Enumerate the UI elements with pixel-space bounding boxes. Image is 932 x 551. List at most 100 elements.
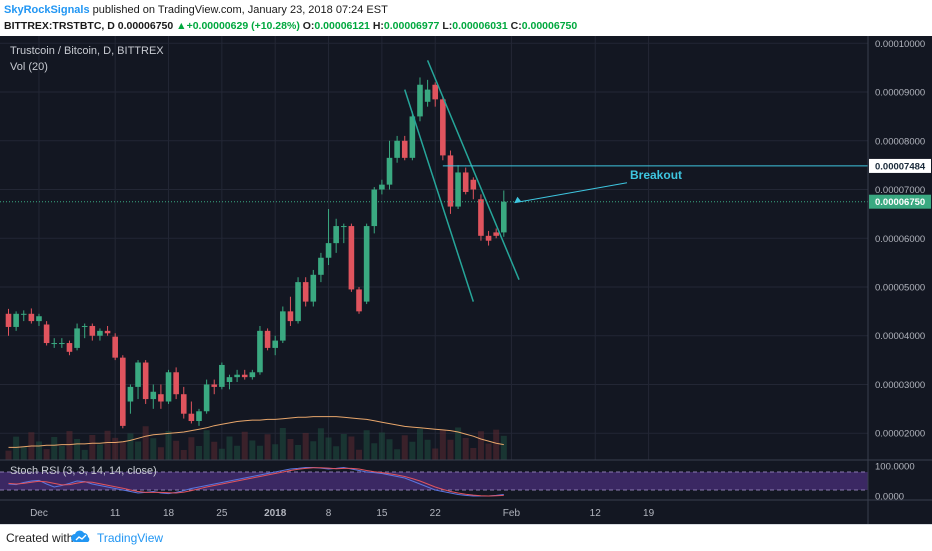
- stoch-rsi-band: [0, 472, 868, 490]
- volume-bar: [51, 437, 58, 460]
- time-tick-label: 25: [216, 508, 228, 519]
- candle-body: [97, 330, 103, 336]
- stoch-rsi-k-line: [8, 466, 504, 497]
- volume-bar: [439, 430, 446, 460]
- high-value: 0.00006977: [383, 20, 440, 32]
- last-price-badge-label: 0.00006750: [875, 197, 925, 208]
- breakout-arrow: [514, 182, 628, 204]
- candle-body: [59, 343, 65, 345]
- stoch-rsi-pane: Stoch RSI (3, 3, 14, 14, close): [0, 459, 932, 500]
- volume-bar: [104, 430, 111, 460]
- candle-body: [51, 343, 58, 345]
- candle-body: [5, 313, 12, 327]
- volume-bar: [386, 439, 393, 460]
- close-label: C:: [510, 20, 522, 32]
- time-tick-label: Dec: [30, 508, 48, 519]
- volume-bar: [371, 443, 378, 460]
- volume-bar: [264, 434, 271, 460]
- volume-bar: [188, 437, 195, 460]
- candle-body: [249, 372, 256, 378]
- candle-body: [135, 362, 141, 387]
- volume-bar: [58, 446, 65, 460]
- volume-bar: [401, 435, 408, 460]
- volume-ma-line: [8, 416, 504, 448]
- open-value: 0.00006121: [314, 20, 370, 32]
- candle-body: [493, 232, 499, 236]
- candle-body: [226, 377, 233, 383]
- tradingview-cloud-icon[interactable]: [70, 530, 92, 544]
- volume-bar: [203, 430, 210, 460]
- channel-line: [426, 60, 520, 280]
- tradingview-link[interactable]: TradingView: [97, 531, 164, 545]
- candle-body: [318, 257, 324, 275]
- time-tick-label: 2018: [264, 508, 287, 519]
- candle-body: [20, 313, 27, 315]
- volume-bar: [5, 450, 12, 460]
- candle-body: [234, 374, 240, 378]
- volume-bar: [333, 446, 340, 460]
- time-tick-label: 18: [163, 508, 175, 519]
- volume-label: Vol (20): [10, 61, 48, 73]
- up-arrow-icon: ▲: [176, 20, 187, 32]
- candle-body: [203, 384, 210, 412]
- close-value: 0.00006750: [521, 20, 578, 32]
- breakout-arrow-head: [514, 196, 522, 203]
- candle-body: [257, 330, 263, 373]
- volume-bar: [356, 449, 363, 460]
- volume-bar: [81, 449, 88, 460]
- volume-bar: [279, 428, 286, 460]
- volume-bar: [89, 435, 96, 460]
- candle-body: [340, 226, 347, 228]
- volume-bar: [310, 441, 317, 460]
- candle-body: [485, 235, 492, 241]
- footer: Created with TradingView: [0, 524, 932, 551]
- candle-body: [470, 179, 477, 190]
- volume-bar: [234, 445, 241, 460]
- volume-bar: [462, 438, 469, 460]
- stoch-rsi-tick-label: 0.0000: [875, 492, 904, 503]
- candle-body: [165, 372, 172, 402]
- candle-body: [325, 243, 332, 258]
- price-tick-label: 0.00004000: [875, 331, 925, 342]
- candle-body: [241, 374, 248, 378]
- volume-bar: [416, 428, 423, 460]
- symbol-line: BITTREX:TRSTBTC, D 0.00006750 ▲+0.000006…: [4, 20, 577, 32]
- resistance-price-badge: [869, 158, 931, 173]
- volume-bar: [35, 441, 42, 460]
- candle-body: [386, 157, 393, 185]
- axes: 0.00010000 0.00009000 0.00008000 0.00007000…: [0, 36, 932, 524]
- created-with-text: Created with: [6, 531, 74, 545]
- candle-body: [127, 386, 134, 402]
- publish-info: published on TradingView.com, January 23…: [92, 4, 388, 16]
- candle-body: [89, 325, 96, 336]
- candle-body: [112, 336, 118, 358]
- candle-body: [501, 201, 507, 233]
- candle-body: [310, 274, 317, 302]
- candle-body: [211, 384, 218, 387]
- volume-bar: [112, 437, 119, 460]
- candle-body: [379, 184, 385, 190]
- candle-body: [424, 89, 431, 102]
- candle-body: [188, 413, 195, 422]
- price-axis-background: [868, 36, 932, 524]
- price-chart[interactable]: Breakout Stoch RSI (3, 3, 14, 14, close)…: [0, 36, 932, 524]
- volume-bar: [173, 440, 180, 460]
- volume-bar: [455, 427, 462, 460]
- volume-pane: [5, 416, 507, 460]
- low-label: L:: [442, 20, 453, 32]
- volume-bar: [20, 447, 27, 460]
- price-tick-label: 0.00010000: [875, 39, 925, 50]
- candle-body: [104, 330, 111, 334]
- price-tick-label: 0.00006000: [875, 234, 925, 245]
- volume-bar: [432, 448, 439, 460]
- candle-body: [356, 289, 362, 312]
- time-tick-label: 12: [590, 508, 602, 519]
- candle-body: [455, 172, 461, 207]
- volume-bar: [135, 441, 142, 460]
- price-tick-label: 0.00007000: [875, 185, 925, 196]
- candles: [5, 77, 507, 429]
- author-link[interactable]: SkyRockSignals: [4, 4, 90, 16]
- price-change: +0.00000629 (+10.28%): [186, 20, 300, 32]
- candle-body: [302, 282, 309, 302]
- volume-bar: [218, 448, 225, 460]
